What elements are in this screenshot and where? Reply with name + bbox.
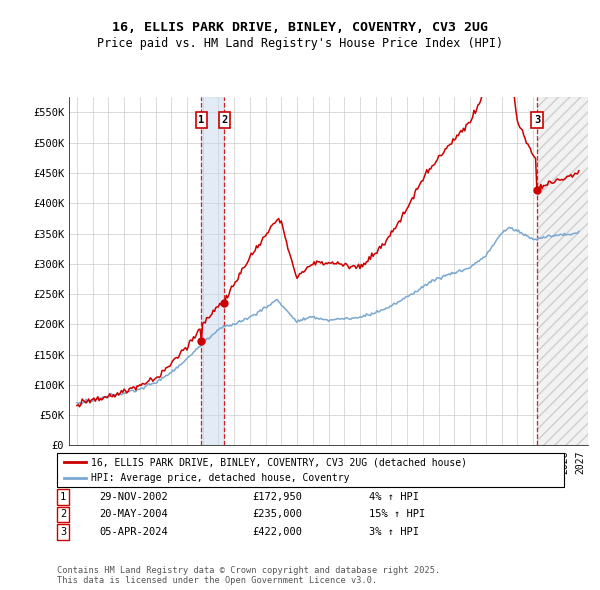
Text: 20-MAY-2004: 20-MAY-2004 xyxy=(99,510,168,519)
Text: 05-APR-2024: 05-APR-2024 xyxy=(99,527,168,537)
Text: 3% ↑ HPI: 3% ↑ HPI xyxy=(369,527,419,537)
Text: 2: 2 xyxy=(221,115,227,125)
Text: £422,000: £422,000 xyxy=(252,527,302,537)
Text: 15% ↑ HPI: 15% ↑ HPI xyxy=(369,510,425,519)
Text: 1: 1 xyxy=(198,115,205,125)
Text: 2: 2 xyxy=(60,510,66,519)
Bar xyxy=(537,97,588,445)
Bar xyxy=(537,97,588,445)
Text: 1: 1 xyxy=(60,492,66,502)
Text: £172,950: £172,950 xyxy=(252,492,302,502)
Bar xyxy=(537,97,588,445)
Text: 3: 3 xyxy=(534,115,540,125)
Text: 16, ELLIS PARK DRIVE, BINLEY, COVENTRY, CV3 2UG (detached house): 16, ELLIS PARK DRIVE, BINLEY, COVENTRY, … xyxy=(91,457,467,467)
Text: £235,000: £235,000 xyxy=(252,510,302,519)
Text: This data is licensed under the Open Government Licence v3.0.: This data is licensed under the Open Gov… xyxy=(57,576,377,585)
Text: 3: 3 xyxy=(60,527,66,537)
Text: 4% ↑ HPI: 4% ↑ HPI xyxy=(369,492,419,502)
Text: Price paid vs. HM Land Registry's House Price Index (HPI): Price paid vs. HM Land Registry's House … xyxy=(97,37,503,50)
Text: Contains HM Land Registry data © Crown copyright and database right 2025.: Contains HM Land Registry data © Crown c… xyxy=(57,566,440,575)
Text: 16, ELLIS PARK DRIVE, BINLEY, COVENTRY, CV3 2UG: 16, ELLIS PARK DRIVE, BINLEY, COVENTRY, … xyxy=(112,21,488,34)
Text: 29-NOV-2002: 29-NOV-2002 xyxy=(99,492,168,502)
Text: HPI: Average price, detached house, Coventry: HPI: Average price, detached house, Cove… xyxy=(91,473,349,483)
Bar xyxy=(201,97,224,445)
